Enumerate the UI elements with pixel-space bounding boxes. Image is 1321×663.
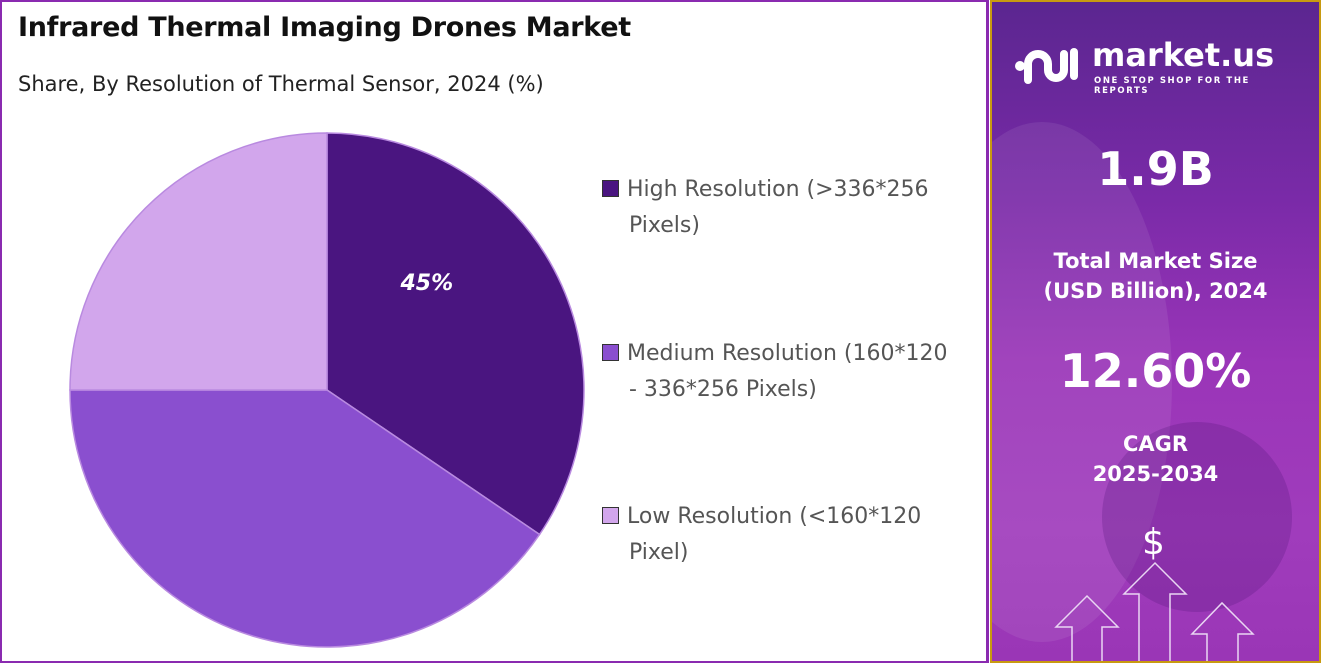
arrow-up-icon (1190, 601, 1255, 661)
market-size-value: 1.9B (1097, 142, 1214, 196)
pie-slice (69, 132, 328, 391)
legend-swatch (602, 507, 619, 524)
market-us-logo: market.us ONE STOP SHOP FOR THE REPORTS (1014, 36, 1304, 96)
chart-panel: Infrared Thermal Imaging Drones Market S… (0, 0, 989, 663)
arrow-up-icon (1122, 561, 1188, 661)
arrow-up-icons (1054, 561, 1255, 661)
legend-label: Medium Resolution (160*120 (627, 341, 948, 366)
legend-item-low: Low Resolution (<160*120 Pixel) (602, 499, 982, 571)
legend-swatch (602, 344, 619, 361)
cagr-period: 2025-2034 (1092, 462, 1219, 486)
market-size-label: (USD Billion), 2024 (1043, 279, 1268, 303)
pie-slice (69, 389, 541, 648)
data-label: 45% (399, 271, 453, 296)
legend-item-high: High Resolution (>336*256 Pixels) (602, 172, 982, 244)
legend-label: Low Resolution (<160*120 (627, 504, 922, 529)
legend-label: High Resolution (>336*256 (627, 177, 929, 202)
dollar-icon: $ (1142, 522, 1165, 563)
pie-slice (326, 132, 585, 536)
market-size-label: Total Market Size (1053, 249, 1258, 273)
logo-tagline: ONE STOP SHOP FOR THE REPORTS (1094, 76, 1250, 96)
arrow-up-icon (1054, 594, 1120, 661)
chart-title: Infrared Thermal Imaging Drones Market (18, 12, 631, 43)
summary-panel: market.us ONE STOP SHOP FOR THE REPORTS … (990, 0, 1321, 663)
legend-item-medium: Medium Resolution (160*120 - 336*256 Pixe… (602, 336, 982, 408)
logo-icon (1015, 48, 1078, 84)
logo-name: market.us (1092, 36, 1275, 74)
cagr-label: CAGR (1122, 432, 1189, 456)
legend-label: Pixels) (629, 213, 700, 238)
cagr-value: 12.60% (1059, 344, 1252, 398)
legend-swatch (602, 180, 619, 197)
legend-label: Pixel) (629, 540, 689, 565)
legend-label: - 336*256 Pixels) (629, 377, 817, 402)
chart-subtitle: Share, By Resolution of Thermal Sensor, … (18, 72, 544, 96)
pie-chart: 45% (69, 132, 585, 648)
